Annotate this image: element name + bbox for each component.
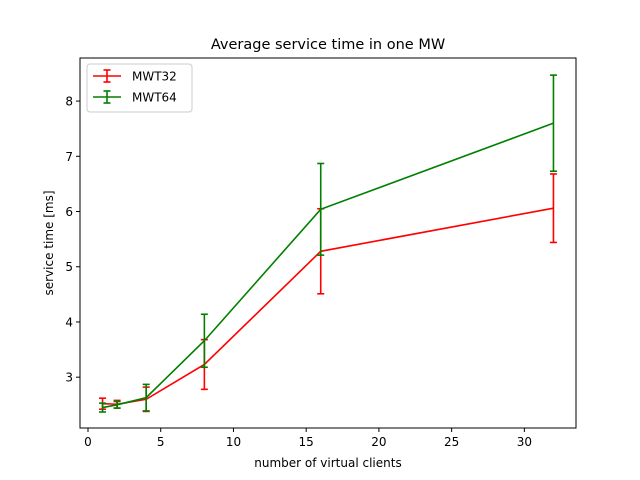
legend-label: MWT32 (132, 70, 177, 84)
x-tick-label: 5 (157, 435, 165, 449)
x-tick-label: 20 (371, 435, 386, 449)
y-axis: 3 4 5 6 7 8 (65, 95, 80, 385)
series-mwt64 (99, 74, 557, 413)
legend: MWT32 MWT64 (86, 63, 193, 113)
legend-entry-mwt64: MWT64 (93, 90, 177, 105)
y-axis-title: service time [ms] (42, 190, 56, 295)
legend-entry-mwt32: MWT32 (93, 69, 177, 84)
x-tick-label: 10 (226, 435, 241, 449)
series-line (102, 122, 554, 409)
y-tick-label: 8 (65, 95, 73, 109)
x-tick-label: 0 (84, 435, 92, 449)
x-tick-label: 15 (299, 435, 314, 449)
x-axis-title: number of virtual clients (254, 456, 401, 470)
y-tick-label: 6 (65, 205, 73, 219)
x-tick-label: 30 (517, 435, 532, 449)
series-line (102, 207, 554, 406)
plot-area (99, 74, 557, 413)
legend-label: MWT64 (132, 91, 177, 105)
x-axis: 0 5 10 15 20 25 30 (84, 428, 532, 449)
y-tick-label: 4 (65, 315, 73, 329)
chart-title: Average service time in one MW (211, 37, 445, 53)
plot-frame (79, 57, 577, 429)
y-tick-label: 5 (65, 260, 73, 274)
y-tick-label: 3 (65, 371, 73, 385)
y-tick-label: 7 (65, 150, 73, 164)
x-tick-label: 25 (444, 435, 459, 449)
